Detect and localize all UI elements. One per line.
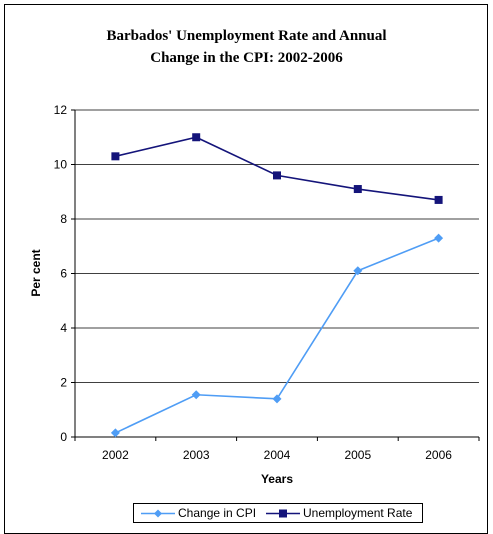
- data-point-square: [434, 195, 443, 204]
- chart-title-line-1: Barbados' Unemployment Rate and Annual: [106, 28, 387, 44]
- data-point-diamond: [272, 394, 282, 404]
- y-tick-label: 0: [60, 430, 67, 444]
- data-point-square: [111, 152, 120, 161]
- y-tick-label: 10: [54, 158, 68, 172]
- data-point-square: [353, 185, 362, 194]
- series-1: [111, 133, 443, 204]
- chart-title: Barbados' Unemployment Rate and Annual C…: [0, 25, 493, 69]
- data-point-diamond: [191, 390, 201, 400]
- legend-marker-diamond-icon: [141, 509, 175, 518]
- x-tick-label: 2002: [102, 448, 129, 462]
- series-layer: [110, 133, 444, 438]
- series-line: [115, 237, 439, 434]
- x-axis-ticks: 2002 2003 2004 2005 2006: [74, 437, 480, 462]
- x-tick-label: 2004: [264, 448, 291, 462]
- series-0: [110, 233, 444, 438]
- y-tick-label: 12: [54, 103, 68, 117]
- x-tick-label: 2006: [425, 448, 452, 462]
- y-tick-label: 8: [60, 212, 67, 226]
- legend-label-cpi: Change in CPI: [178, 506, 257, 520]
- y-tick-label: 6: [60, 267, 67, 281]
- y-tick-label: 4: [60, 321, 67, 335]
- legend: Change in CPI Unemployment Rate: [133, 503, 423, 523]
- x-tick-label: 2003: [183, 448, 210, 462]
- series-line: [115, 136, 439, 201]
- chart-title-line-2: Change in the CPI: 2002-2006: [150, 50, 343, 66]
- data-point-square: [192, 133, 201, 142]
- x-tick-label: 2005: [344, 448, 371, 462]
- gridlines: [75, 109, 479, 383]
- data-point-square: [273, 171, 281, 180]
- data-point-diamond: [434, 233, 444, 243]
- data-point-diamond: [110, 428, 120, 438]
- y-axis-ticks: 0 2 4 6 8 10 12: [54, 103, 75, 444]
- y-axis-label: Per cent: [29, 249, 43, 296]
- legend-marker-square-icon: [266, 509, 300, 518]
- legend-label-unemployment: Unemployment Rate: [303, 506, 413, 520]
- y-tick-label: 2: [60, 376, 67, 390]
- chart-frame: [4, 4, 488, 534]
- data-point-diamond: [353, 266, 363, 276]
- x-axis-label: Years: [261, 472, 293, 486]
